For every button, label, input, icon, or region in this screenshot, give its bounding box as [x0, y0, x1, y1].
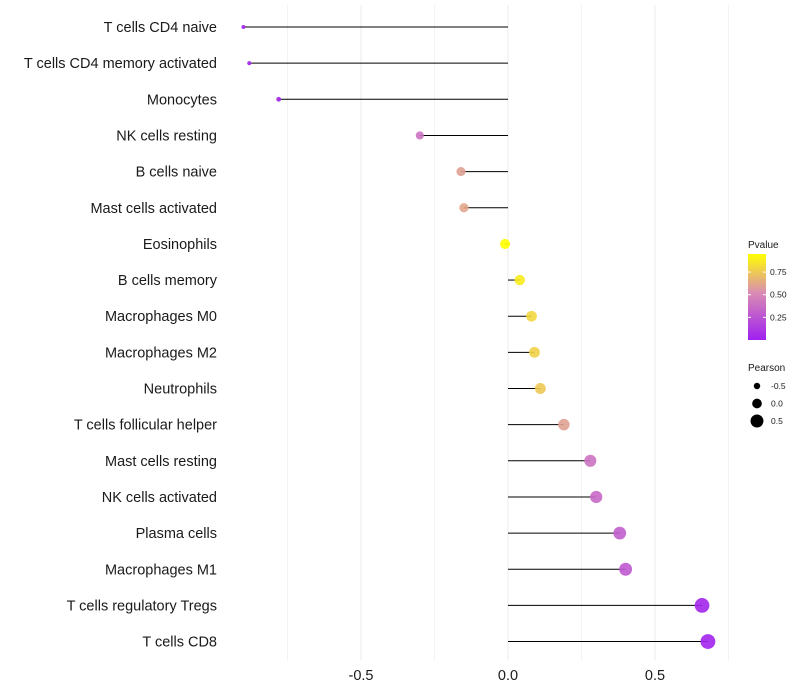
y-tick-label: Macrophages M1	[105, 562, 217, 578]
pvalue-legend-title: Pvalue	[748, 240, 779, 251]
pearson-legend-label: 0.0	[771, 399, 783, 409]
x-tick-label: 0.0	[498, 668, 518, 684]
pearson-legend-label: -0.5	[771, 381, 786, 391]
y-tick-label: Plasma cells	[136, 526, 217, 542]
y-tick-label: T cells CD4 memory activated	[24, 56, 217, 72]
lollipop-points	[241, 25, 716, 649]
pearson-legend-label: 0.5	[771, 416, 783, 426]
y-tick-label: Mast cells resting	[105, 454, 217, 470]
pearson-legend-title: Pearson	[748, 363, 785, 374]
y-tick-label: Eosinophils	[143, 237, 217, 253]
lollipop-point	[276, 96, 282, 102]
lollipop-point	[514, 274, 525, 286]
y-axis-labels: T cells CD4 naive T cells CD4 memory acti…	[24, 20, 218, 651]
y-tick-label: T cells follicular helper	[74, 418, 217, 434]
lollipop-point	[415, 131, 424, 140]
lollipop-point	[534, 383, 546, 394]
lollipop-point	[619, 562, 633, 576]
pvalue-legend-label: 0.25	[770, 312, 787, 322]
lollipop-segments	[243, 26, 708, 643]
y-tick-label: Monocytes	[147, 92, 217, 108]
y-tick-label: T cells CD8	[142, 635, 217, 651]
y-tick-label: B cells naive	[136, 165, 217, 181]
pvalue-colorbar	[748, 254, 766, 340]
pearson-legend-key	[753, 382, 761, 390]
lollipop-point	[500, 238, 511, 249]
y-tick-label: Mast cells activated	[90, 201, 217, 217]
legend: Pvalue 0.75 0.50 0.25 Pearson -0.5 0.0 0.5	[748, 240, 787, 428]
x-tick-label: -0.5	[349, 668, 374, 684]
lollipop-point	[247, 61, 252, 66]
lollipop-point	[456, 167, 466, 177]
lollipop-point	[694, 598, 710, 613]
pearson-legend-key	[752, 398, 762, 409]
pearson-legend-key	[750, 414, 764, 428]
lollipop-point	[526, 310, 537, 322]
lollipop-point	[700, 634, 716, 649]
y-tick-label: Macrophages M2	[105, 345, 217, 361]
lollipop-point	[584, 454, 597, 467]
lollipop-point	[590, 490, 603, 504]
lollipop-point	[529, 346, 540, 358]
lollipop-point	[241, 25, 246, 29]
pvalue-legend-label: 0.75	[770, 267, 787, 277]
x-axis-labels: -0.5 0.0 0.5	[349, 668, 666, 684]
y-tick-label: Neutrophils	[144, 382, 217, 398]
grid-lines	[287, 5, 729, 660]
y-tick-label: Macrophages M0	[105, 309, 217, 325]
x-tick-label: 0.5	[645, 668, 665, 684]
y-tick-label: T cells regulatory Tregs	[67, 598, 217, 614]
lollipop-point	[613, 526, 627, 540]
y-tick-label: B cells memory	[118, 273, 218, 289]
y-tick-label: NK cells resting	[116, 128, 217, 144]
y-tick-label: T cells CD4 naive	[104, 20, 217, 36]
lollipop-point	[459, 203, 469, 213]
pvalue-legend-label: 0.50	[770, 290, 787, 300]
y-tick-label: NK cells activated	[102, 490, 217, 506]
lollipop-point	[558, 418, 570, 431]
